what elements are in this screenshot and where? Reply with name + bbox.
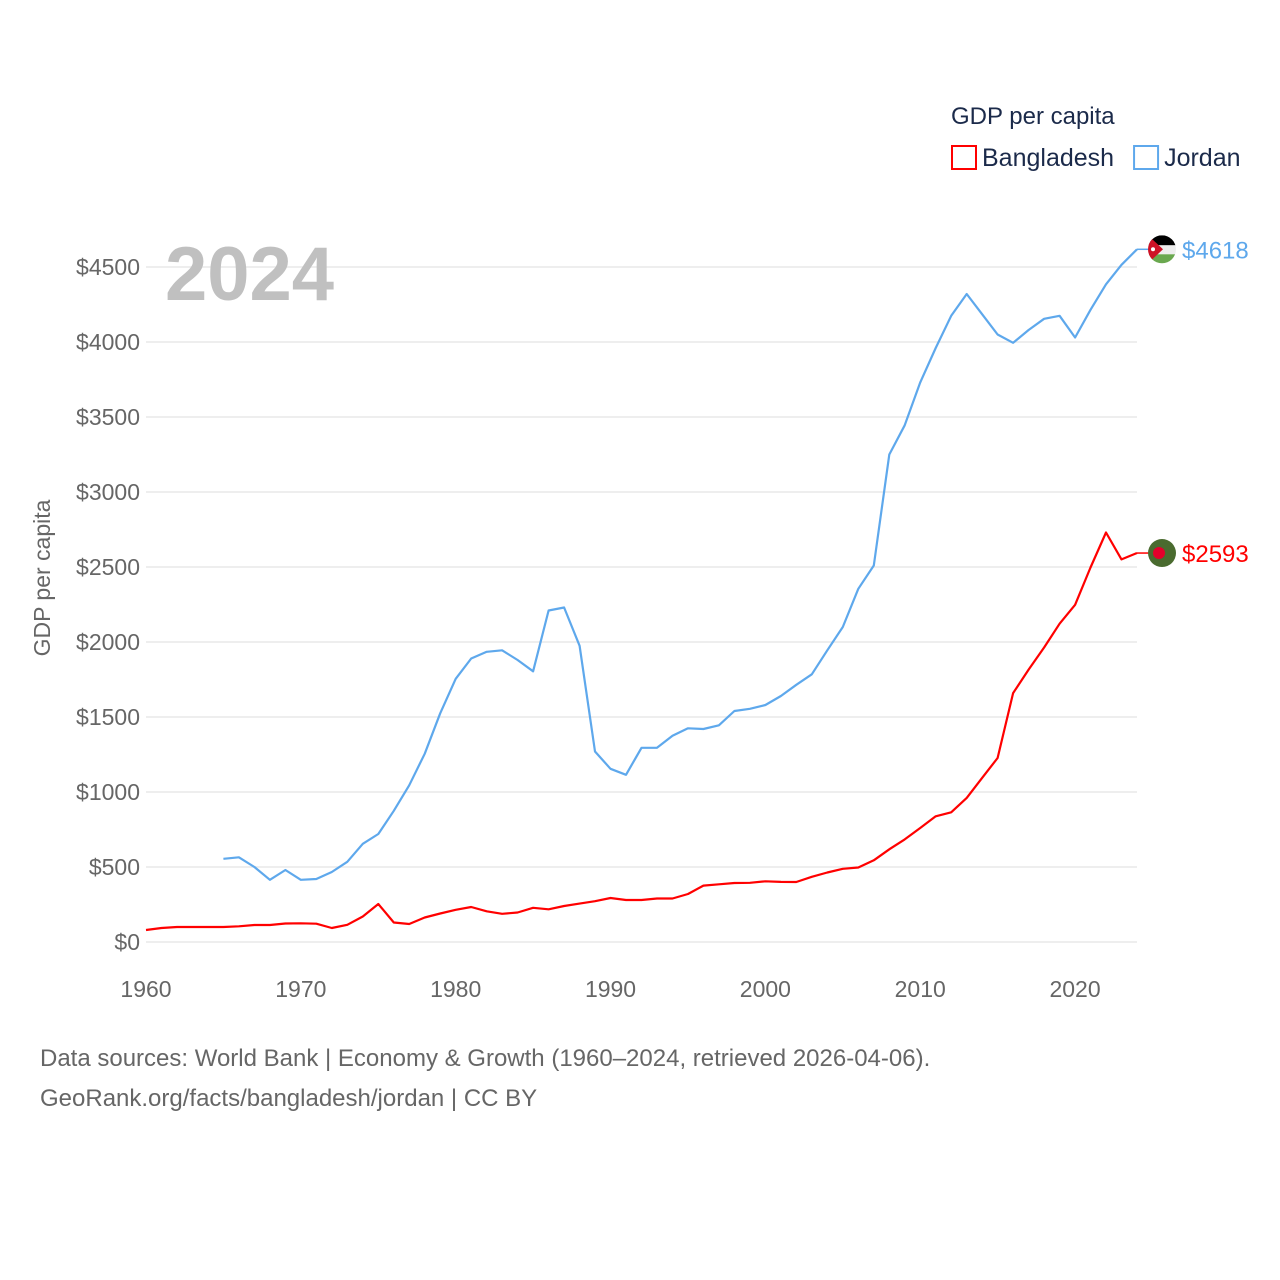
y-tick-label: $4500 bbox=[76, 254, 140, 280]
year-title: 2024 bbox=[165, 232, 334, 317]
y-tick-label: $2500 bbox=[76, 554, 140, 580]
legend-item-bangladesh[interactable]: Bangladesh bbox=[951, 144, 1114, 172]
footer-link[interactable]: GeoRank.org/facts/bangladesh/jordan | CC… bbox=[40, 1085, 538, 1112]
y-tick-label: $4000 bbox=[76, 329, 140, 355]
x-tick-label: 1990 bbox=[585, 976, 636, 1002]
legend-label: Bangladesh bbox=[982, 144, 1114, 172]
x-tick-label: 1980 bbox=[430, 976, 481, 1002]
y-tick-label: $0 bbox=[114, 929, 140, 955]
y-tick-label: $3000 bbox=[76, 479, 140, 505]
y-tick-label: $500 bbox=[89, 854, 140, 880]
legend-swatch bbox=[1133, 145, 1160, 170]
x-tick-label: 1960 bbox=[120, 976, 171, 1002]
x-tick-label: 2010 bbox=[895, 976, 946, 1002]
y-tick-label: $3500 bbox=[76, 404, 140, 430]
y-tick-label: $1000 bbox=[76, 779, 140, 805]
legend-label: Jordan bbox=[1164, 144, 1240, 172]
series-line-bangladesh bbox=[145, 531, 1138, 932]
legend-title: GDP per capita bbox=[951, 103, 1115, 130]
jordan-flag-icon bbox=[1148, 235, 1176, 264]
series-line-jordan bbox=[223, 248, 1138, 881]
end-value-label: $2593 bbox=[1182, 541, 1249, 568]
x-tick-label: 1970 bbox=[275, 976, 326, 1002]
legend-swatch bbox=[951, 145, 977, 170]
x-tick-label: 2000 bbox=[740, 976, 791, 1002]
end-value-label: $4618 bbox=[1182, 237, 1249, 264]
y-axis-label: GDP per capita bbox=[29, 499, 55, 656]
y-tick-label: $1500 bbox=[76, 704, 140, 730]
x-tick-label: 2020 bbox=[1049, 976, 1100, 1002]
bangladesh-flag-icon bbox=[1148, 539, 1176, 568]
legend-item-jordan[interactable]: Jordan bbox=[1133, 144, 1241, 172]
footer-sources: Data sources: World Bank | Economy & Gro… bbox=[40, 1045, 931, 1072]
y-tick-label: $2000 bbox=[76, 629, 140, 655]
